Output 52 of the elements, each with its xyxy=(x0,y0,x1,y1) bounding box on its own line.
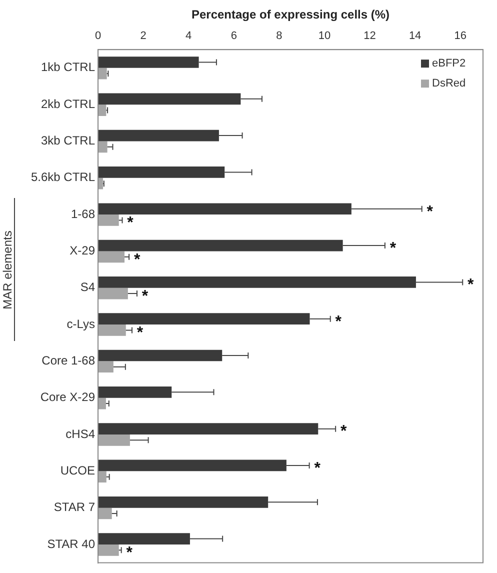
x-tick-label: 10 xyxy=(318,30,331,42)
annotation: * xyxy=(127,214,134,232)
x-tick-label: 12 xyxy=(364,30,376,42)
bar xyxy=(98,361,114,373)
x-tick-label: 16 xyxy=(454,30,466,42)
annotation: * xyxy=(426,203,434,220)
bar xyxy=(98,288,128,300)
bar xyxy=(98,398,106,410)
bar xyxy=(98,508,112,520)
annotation: * xyxy=(134,251,141,268)
y-tick-label: S4 xyxy=(80,280,96,294)
bar xyxy=(98,434,130,446)
annotation: * xyxy=(335,313,342,330)
bar xyxy=(98,251,125,263)
y-tick-label: 3kb CTRL xyxy=(40,134,96,148)
x-tick-label: 0 xyxy=(94,30,102,42)
y-tick-label: 1-68 xyxy=(70,206,96,221)
y-tick-label: UCOE xyxy=(60,463,96,478)
legend-label: eBFP2 xyxy=(432,58,466,70)
y-tick-label: X-29 xyxy=(70,244,96,258)
y-tick-label: STAR 7 xyxy=(54,500,96,514)
annotation: * xyxy=(314,460,322,477)
bar xyxy=(98,104,106,116)
bar xyxy=(98,214,119,226)
bar xyxy=(98,68,107,80)
x-tick-label: 4 xyxy=(186,30,192,42)
x-tick-label: 8 xyxy=(276,30,282,42)
bar xyxy=(98,178,104,190)
y-tick-label: Core X-29 xyxy=(40,390,96,404)
annotation: * xyxy=(390,240,397,257)
annotation: * xyxy=(136,324,144,342)
x-tick-label: 14 xyxy=(408,30,422,42)
x-tick-label: 6 xyxy=(230,30,237,42)
legend-label: DsRed xyxy=(432,78,466,90)
y-tick-label: 1kb CTRL xyxy=(40,60,96,74)
annotation: * xyxy=(126,544,134,562)
annotation: * xyxy=(142,288,149,305)
y-tick-label: 2kb CTRL xyxy=(40,96,96,111)
bar xyxy=(98,471,106,483)
annotation: * xyxy=(340,423,348,440)
x-axis-title: Percentage of expressing cells (%) xyxy=(191,8,390,22)
bar xyxy=(98,544,119,556)
x-tick-label: 2 xyxy=(140,30,146,42)
y-tick-label: c-Lys xyxy=(66,316,96,331)
y-tick-label: STAR 40 xyxy=(47,536,96,551)
y-tick-label: Core 1-68 xyxy=(42,354,96,368)
bar xyxy=(98,141,108,153)
y-tick-label: cHS4 xyxy=(66,426,96,441)
text: MAR elements xyxy=(0,230,14,309)
y-tick-label: 5.6kb CTRL xyxy=(30,170,96,184)
annotation: * xyxy=(468,276,474,294)
bar xyxy=(98,324,126,336)
